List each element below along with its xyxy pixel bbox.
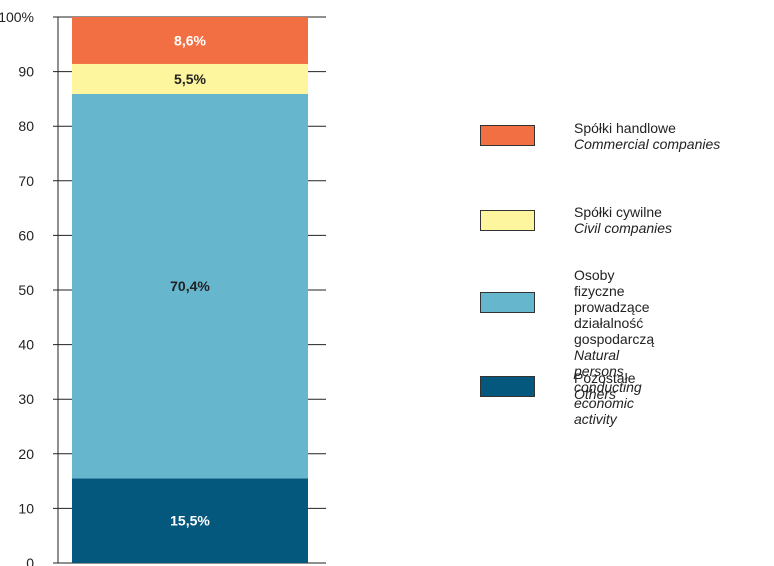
data-label: 5,5% bbox=[174, 71, 206, 87]
legend-swatch bbox=[480, 210, 535, 231]
y-tick-label: 40 bbox=[18, 337, 34, 353]
legend-swatch bbox=[480, 292, 535, 313]
y-tick-label: 60 bbox=[18, 227, 34, 243]
legend-swatch bbox=[480, 376, 535, 397]
y-tick-label: 100% bbox=[0, 9, 34, 25]
legend-label-pl: Spółki handlowe bbox=[574, 120, 720, 136]
data-label: 8,6% bbox=[174, 32, 206, 48]
y-tick-label: 10 bbox=[18, 500, 34, 516]
y-tick-label: 50 bbox=[18, 282, 34, 298]
legend-label-pl: Spółki cywilne bbox=[574, 204, 672, 220]
y-tick-label: 70 bbox=[18, 173, 34, 189]
data-label: 70,4% bbox=[170, 278, 210, 294]
y-tick-label: 0 bbox=[26, 555, 34, 566]
legend-label-pl: Pozostałe bbox=[574, 370, 635, 386]
y-tick-label: 20 bbox=[18, 446, 34, 462]
y-tick-label: 90 bbox=[18, 64, 34, 80]
y-tick-label: 30 bbox=[18, 391, 34, 407]
legend-label-pl: Osoby fizyczne prowadzące działalność go… bbox=[574, 267, 654, 347]
legend-label-en: Others bbox=[574, 386, 635, 402]
legend-swatch bbox=[480, 125, 535, 146]
y-tick-label: 80 bbox=[18, 118, 34, 134]
legend-label-en: Commercial companies bbox=[574, 136, 720, 152]
legend-label-en: Civil companies bbox=[574, 220, 672, 236]
data-label: 15,5% bbox=[170, 513, 210, 529]
